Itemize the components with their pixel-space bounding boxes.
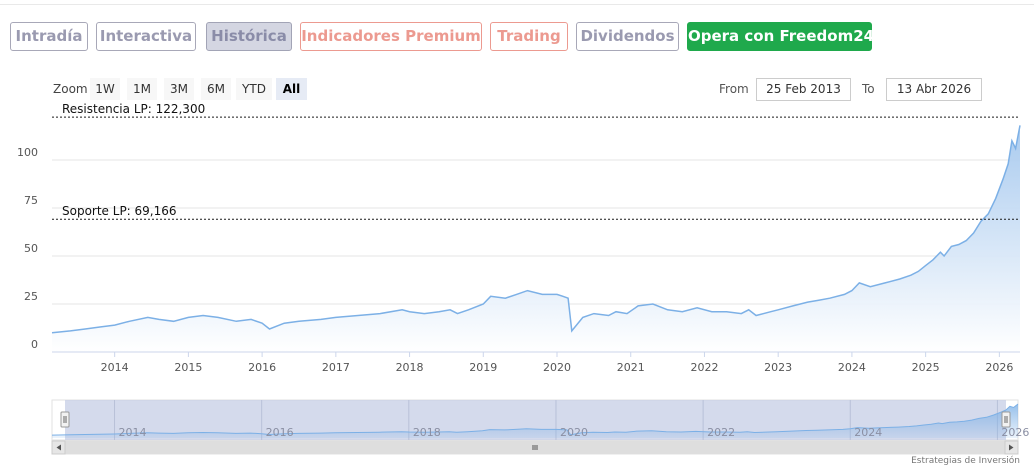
range-to-label: To: [862, 82, 875, 96]
navigator-year-label: 2024: [854, 426, 882, 439]
tab-interactiva[interactable]: Interactiva: [96, 22, 196, 51]
resistance-label: Resistencia LP: 122,300: [62, 102, 205, 116]
tab-dividendos[interactable]: Dividendos: [576, 22, 679, 51]
x-tick-label: 2015: [174, 361, 202, 374]
arrow-left-icon: [56, 444, 61, 451]
x-tick-label: 2023: [764, 361, 792, 374]
zoom-label: Zoom: [53, 82, 88, 96]
x-tick-label: 2026: [985, 361, 1013, 374]
support-label: Soporte LP: 69,166: [62, 204, 177, 218]
top-divider: [0, 4, 1034, 5]
scrollbar[interactable]: [51, 440, 1019, 455]
navigator-year-label: 2014: [119, 426, 147, 439]
y-tick-label: 75: [24, 194, 38, 207]
range-to-input[interactable]: 13 Abr 2026: [886, 78, 982, 101]
navigator-year-label: 2018: [413, 426, 441, 439]
x-tick-label: 2019: [469, 361, 497, 374]
zoom-6m-button[interactable]: 6M: [201, 78, 231, 100]
x-tick-label: 2021: [617, 361, 645, 374]
navigator-year-label: 2026: [1001, 426, 1029, 439]
zoom-ytd-button[interactable]: YTD: [236, 78, 272, 100]
navigator[interactable]: 2014 2016 2018 2020 2022 2024 2026: [51, 399, 1029, 441]
navigator-year-label: 2016: [266, 426, 294, 439]
range-from-label: From: [719, 82, 749, 96]
tab-indicadores-premium[interactable]: Indicadores Premium: [300, 22, 482, 51]
x-tick-label: 2024: [838, 361, 866, 374]
zoom-3m-button[interactable]: 3M: [164, 78, 194, 100]
x-tick-label: 2022: [690, 361, 718, 374]
tab-historica[interactable]: Histórica: [206, 22, 292, 51]
zoom-all-button[interactable]: All: [276, 78, 307, 100]
x-tick-label: 2016: [248, 361, 276, 374]
x-tick-label: 2014: [101, 361, 129, 374]
zoom-1m-button[interactable]: 1M: [127, 78, 157, 100]
navigator-right-handle[interactable]: [1001, 411, 1011, 428]
x-tick-label: 2020: [543, 361, 571, 374]
scrollbar-grip-icon: [532, 445, 538, 450]
price-line: [51, 125, 1021, 334]
chart-credit: Estrategias de Inversión: [911, 456, 1020, 466]
y-tick-label: 25: [24, 290, 38, 303]
navigator-line: [51, 403, 1019, 436]
y-tick-label: 0: [31, 338, 38, 351]
freedom24-button[interactable]: Opera con Freedom24: [687, 22, 874, 51]
zoom-1w-button[interactable]: 1W: [90, 78, 120, 100]
navigator-area: [52, 404, 1018, 438]
navigator-left-handle[interactable]: [60, 411, 70, 428]
navigator-year-label: 2020: [560, 426, 588, 439]
y-tick-label: 50: [24, 242, 38, 255]
navigator-year-label: 2022: [707, 426, 735, 439]
arrow-right-icon: [1009, 444, 1014, 451]
x-tick-label: 2017: [322, 361, 350, 374]
x-tick-label: 2025: [912, 361, 940, 374]
y-tick-label: 100: [17, 146, 38, 159]
tab-trading[interactable]: Trading: [490, 22, 568, 51]
tab-intradia[interactable]: Intradía: [10, 22, 88, 51]
range-from-input[interactable]: 25 Feb 2013: [756, 78, 851, 101]
x-tick-label: 2018: [396, 361, 424, 374]
price-area: [52, 125, 1020, 353]
